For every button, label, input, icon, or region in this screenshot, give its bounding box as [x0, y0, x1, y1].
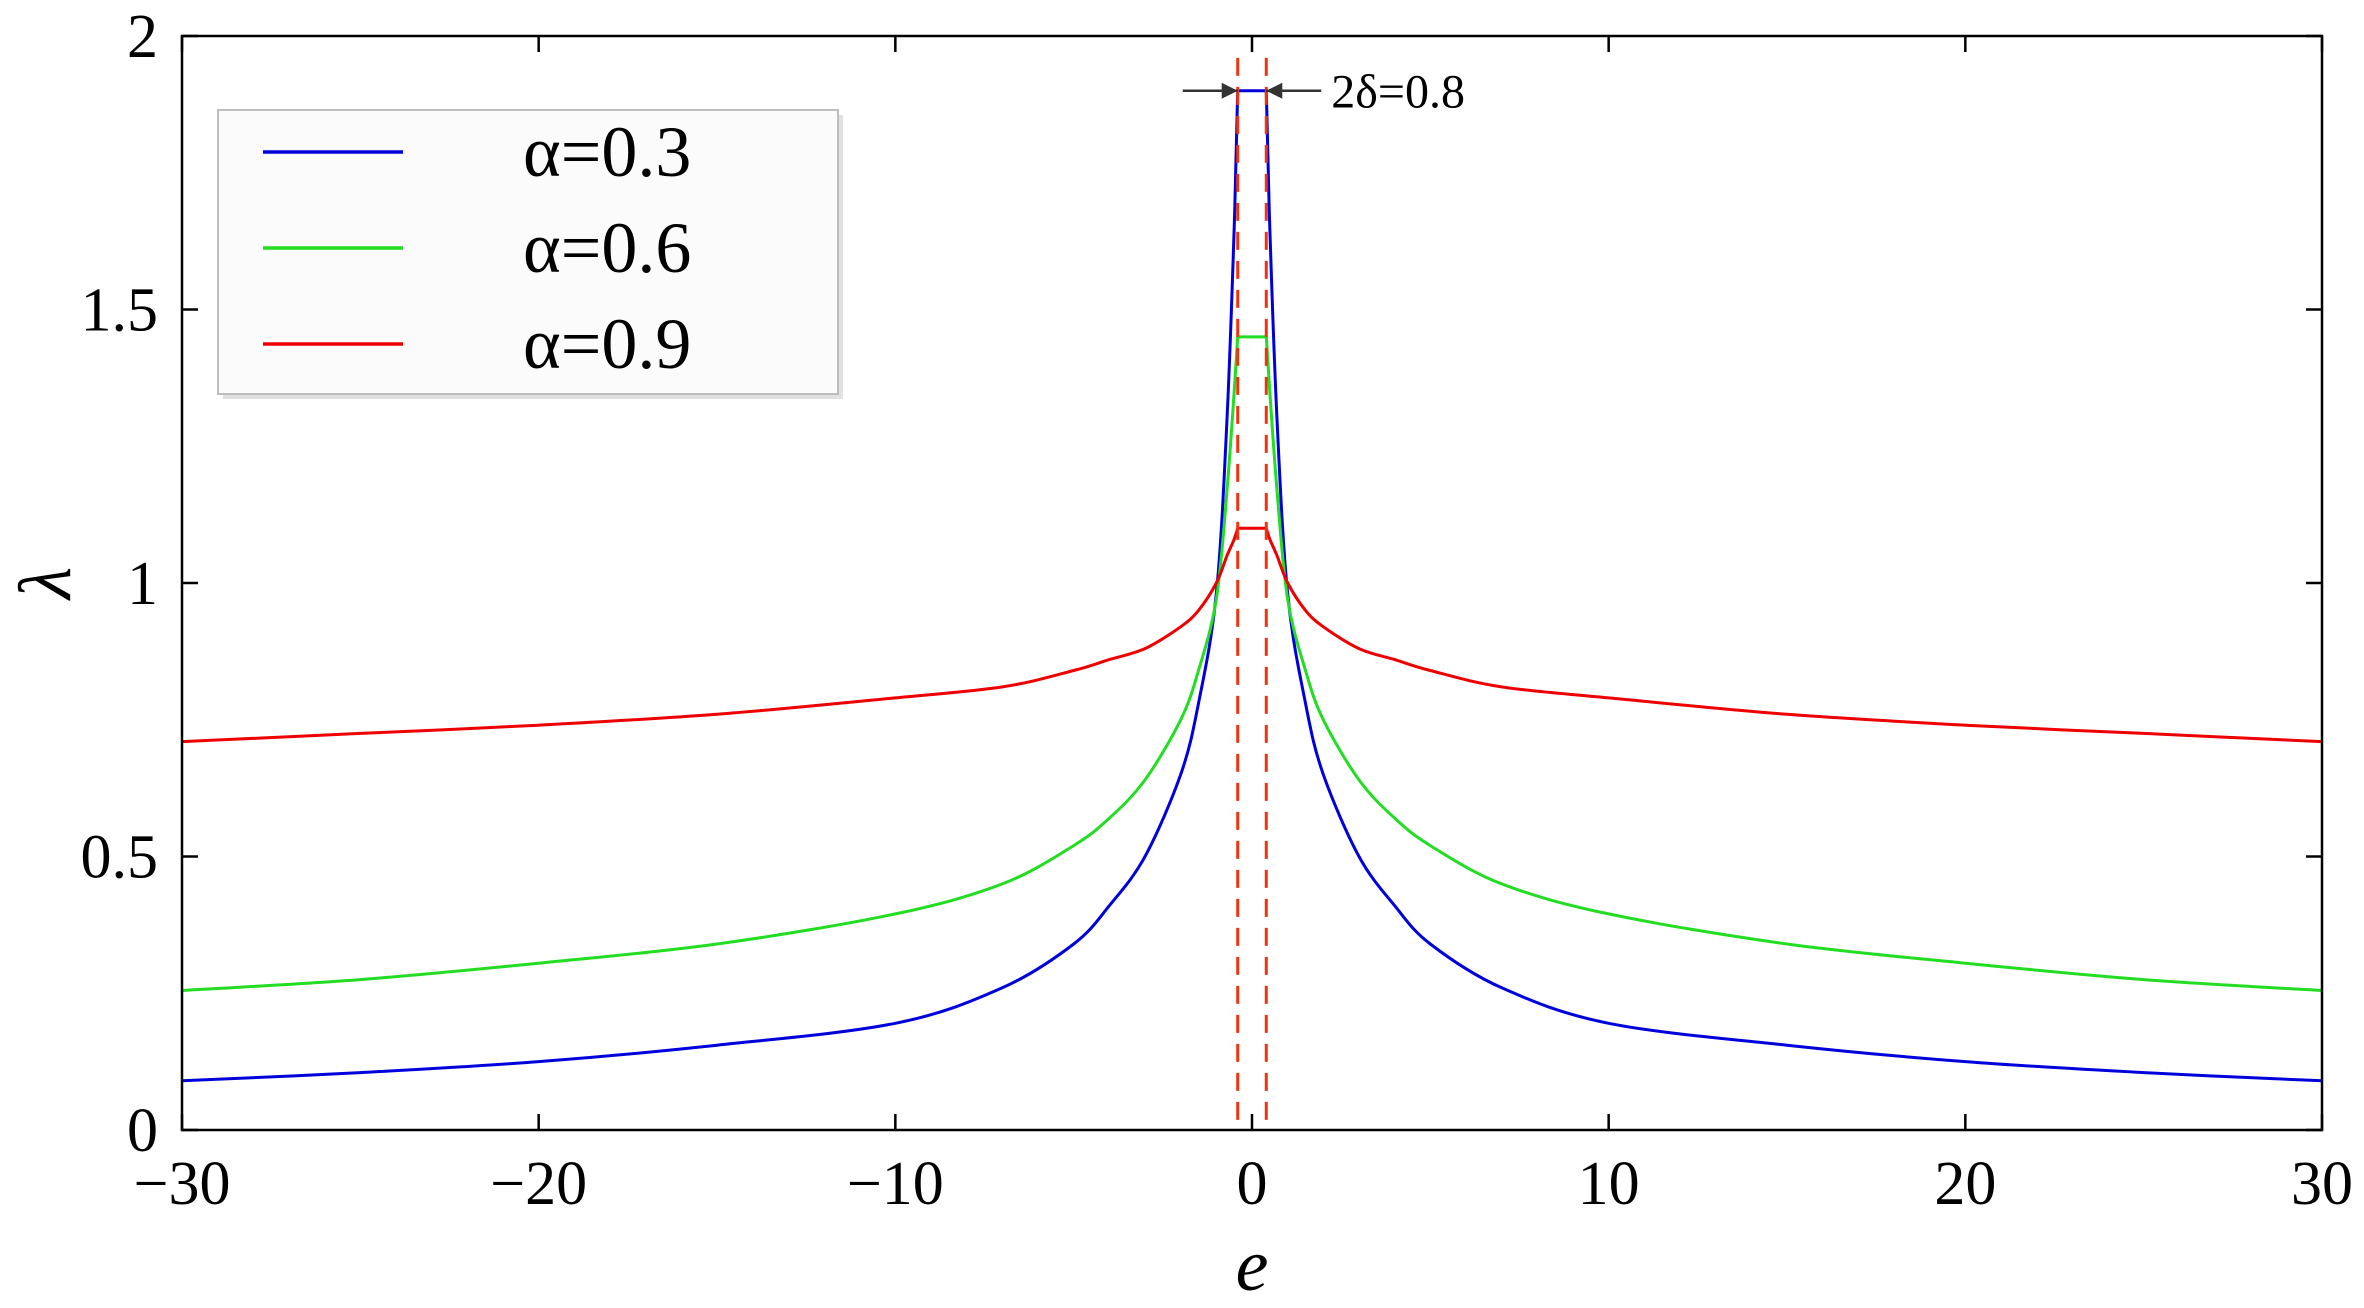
x-tick-label: 10: [1578, 1150, 1640, 1218]
delta-lines: [1236, 57, 1268, 1130]
legend: α=0.3 α=0.6 α=0.9: [217, 109, 843, 399]
series-line-0: [181, 89, 2323, 1083]
arrowhead-left-icon: [1221, 82, 1238, 99]
x-tick-label: −10: [847, 1150, 944, 1218]
ticks: −30 −20 −10 0 10 20 30 0 0.5 1 1.5 2: [81, 3, 2354, 1218]
x-tick-label: 30: [2291, 1150, 2353, 1218]
legend-box: [217, 109, 839, 395]
y-tick-label: 0: [127, 1097, 158, 1165]
x-axis-label: e: [1236, 1225, 1269, 1307]
annotation-label: 2δ=0.8: [1331, 66, 1465, 119]
x-tick-label: −30: [134, 1150, 231, 1218]
y-axis-label: λ: [5, 567, 87, 601]
y-tick-label: 1: [127, 550, 158, 618]
y-tick-label: 0.5: [81, 824, 159, 892]
series-line-2: [181, 526, 2323, 744]
x-tick-label: 0: [1237, 1150, 1268, 1218]
legend-label-1: α=0.6: [523, 208, 691, 288]
annotation-group: 2δ=0.8: [1182, 66, 1465, 119]
arrowhead-right-icon: [1266, 82, 1283, 99]
x-tick-label: −20: [490, 1150, 587, 1218]
series-line-1: [181, 335, 2323, 992]
legend-label-2: α=0.9: [523, 304, 691, 384]
x-tick-label: 20: [1934, 1150, 1996, 1218]
series-group: [181, 89, 2323, 1083]
y-tick-label: 1.5: [81, 277, 159, 345]
y-tick-label: 2: [127, 3, 158, 71]
legend-label-0: α=0.3: [523, 112, 691, 192]
